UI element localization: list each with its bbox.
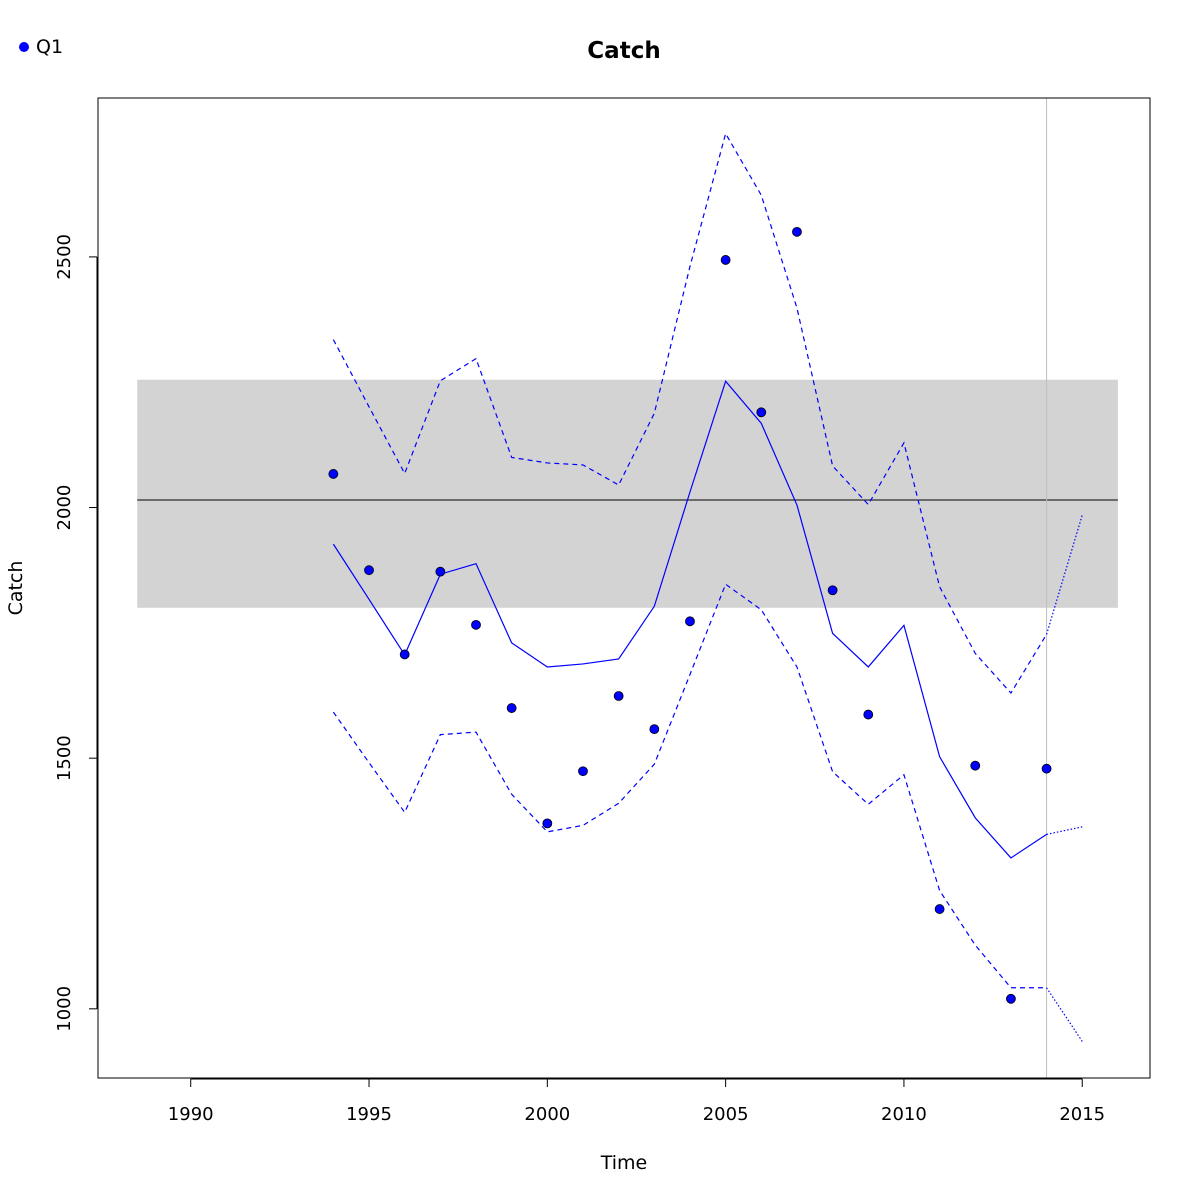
series-line-1-solid	[332, 380, 1047, 859]
data-point-2011	[934, 904, 945, 914]
series-line-2-dashed	[332, 132, 1048, 695]
data-point-2013	[1006, 993, 1016, 1004]
data-point-1998	[471, 619, 481, 630]
data-point-1999	[506, 703, 517, 713]
y-tick-label-1000: 1000	[54, 986, 75, 1032]
data-point-1997	[435, 566, 446, 577]
data-point-2007	[792, 226, 802, 237]
data-point-2003	[649, 724, 660, 735]
x-axis-label: Time	[600, 1152, 648, 1174]
legend-label-q1: Q1	[36, 36, 63, 58]
x-tick-label-2015: 2015	[1059, 1104, 1105, 1125]
legend-marker-q1	[19, 42, 29, 52]
y-tick-label-2000: 2000	[54, 485, 75, 531]
data-point-2006	[756, 407, 767, 418]
y-tick-label-2500: 2500	[54, 234, 75, 280]
chart-title: Catch	[587, 38, 660, 64]
x-tick-label-2000: 2000	[524, 1104, 570, 1125]
legend: Q1	[19, 36, 63, 58]
y-axis-label: Catch	[5, 561, 27, 616]
data-point-2002	[613, 691, 624, 701]
y-tick-label-1500: 1500	[54, 735, 75, 781]
data-point-2001	[578, 766, 588, 777]
series-line-3-dashed	[332, 583, 1047, 989]
data-point-2014	[1041, 763, 1052, 774]
data-point-1996	[399, 649, 410, 660]
x-tick-label-1995: 1995	[346, 1104, 392, 1125]
x-tick-label-2005: 2005	[703, 1104, 749, 1125]
reference-band	[137, 379, 1118, 608]
data-point-2005	[720, 255, 731, 265]
plot-area	[137, 98, 1118, 1078]
series-line-4-dotted	[1046, 826, 1083, 835]
x-tick-label-2010: 2010	[881, 1104, 927, 1125]
series-line-6-dotted	[1046, 987, 1083, 1042]
data-point-2000	[542, 818, 553, 829]
x-tick-label-1990: 1990	[168, 1104, 214, 1125]
data-point-1994	[328, 469, 339, 479]
data-point-2012	[970, 760, 981, 771]
data-point-1995	[364, 565, 374, 576]
plot-frame	[97, 97, 1151, 1079]
data-point-2008	[827, 585, 838, 596]
axes: 1990 1995 2000 2005 2010 2015 1000 1500 2000 2500	[54, 234, 1105, 1125]
data-point-2009	[863, 709, 874, 720]
data-point-2004	[685, 616, 695, 627]
